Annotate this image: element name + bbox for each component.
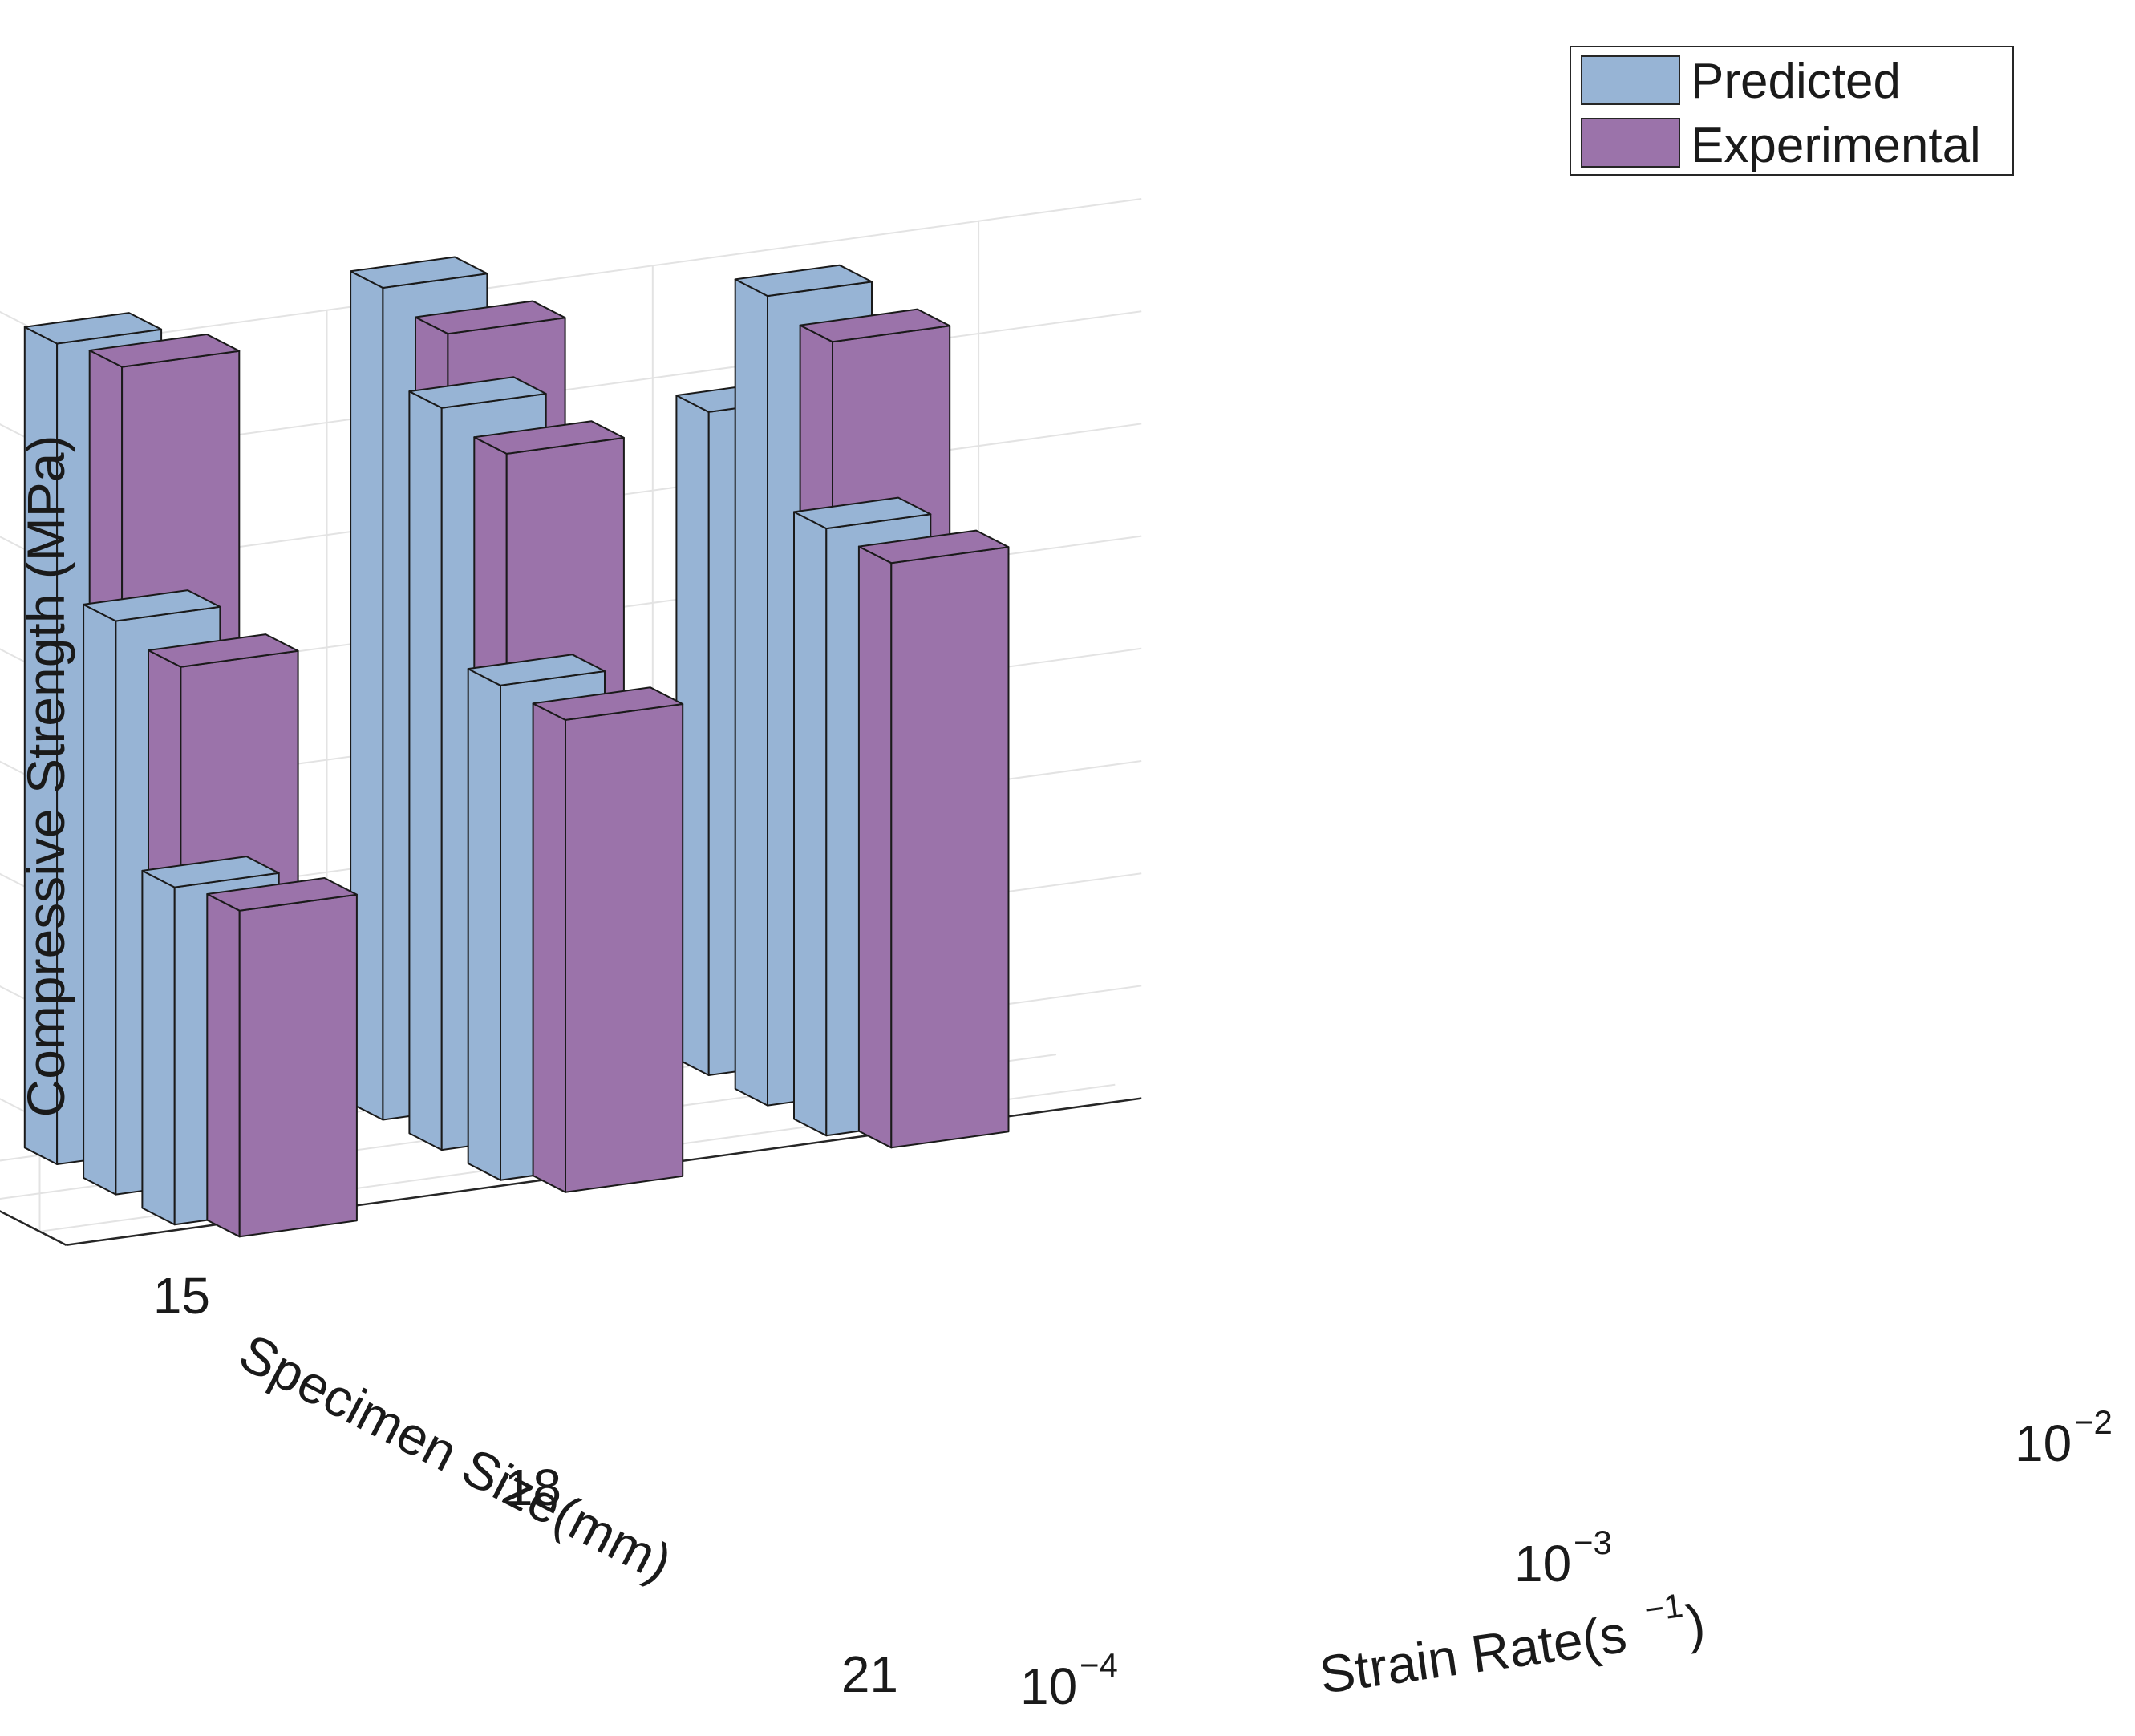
bar-experimental-1-2	[532, 686, 684, 1193]
legend-swatch-experimental	[1581, 118, 1680, 168]
size-tick-label-21: 21	[841, 1645, 898, 1703]
strain-tick-exponent-2: −2	[2074, 1403, 2113, 1441]
bar-experimental-2-2	[857, 529, 1010, 1149]
size-axis-title: Specimen Size(mm)	[230, 1322, 681, 1592]
strain-axis-title-text: Strain Rate(s	[1316, 1604, 1631, 1705]
bar-experimental-2-2-left-face	[857, 545, 893, 1149]
size-axis-line	[0, 1210, 67, 1246]
strain-tick-label-1: 10	[1514, 1535, 1571, 1592]
size-tick-label-18: 18	[504, 1459, 561, 1516]
strain-axis-title: Strain Rate(s −1)	[1316, 1586, 1709, 1705]
bar-experimental-1-2-front-face	[565, 703, 684, 1193]
gridline-size-1	[0, 1054, 1057, 1200]
bar-experimental-0-2-left-face	[206, 893, 241, 1238]
gridline-z-80	[0, 198, 1142, 347]
strain-axis-title-exponent: −1	[1642, 1586, 1685, 1629]
bar-experimental-1-1-top-face	[473, 420, 625, 455]
legend-swatch-predicted	[1581, 55, 1680, 105]
bar-predicted-1-0-top-face	[350, 256, 488, 289]
bar-experimental-0-2-front-face	[238, 893, 358, 1238]
bar-experimental-2-2-front-face	[890, 546, 1010, 1149]
strain-axis-title-close: )	[1683, 1593, 1708, 1654]
bar-experimental-0-0-top-face	[88, 334, 241, 368]
bar-predicted-2-1-left-face	[734, 278, 768, 1107]
legend-label-predicted: Predicted	[1691, 54, 1901, 109]
bar-experimental-1-2-top-face	[532, 686, 684, 721]
bar-experimental-0-1-top-face	[148, 633, 299, 668]
bar-experimental-1-2-left-face	[532, 702, 566, 1193]
bar-predicted-1-2-top-face	[467, 654, 606, 686]
strain-tick-exponent-1: −3	[1574, 1524, 1612, 1561]
bar-predicted-1-1-top-face	[408, 376, 547, 409]
size-tick-label-15: 15	[153, 1267, 210, 1325]
bar-predicted-2-2-top-face	[793, 496, 932, 530]
bar-predicted-0-2-top-face	[141, 856, 280, 888]
bar-experimental-0-2	[206, 877, 358, 1238]
bar-predicted-0-0-top-face	[23, 312, 163, 345]
bar-predicted-1-1-left-face	[408, 390, 443, 1151]
bar-predicted-2-1-top-face	[734, 264, 873, 297]
bar-predicted-0-1-top-face	[83, 589, 221, 622]
legend: Predicted Experimental	[1570, 46, 2014, 176]
strain-tick-label-2: 10	[2015, 1414, 2072, 1472]
bar-predicted-1-2-left-face	[467, 668, 501, 1181]
strain-tick-label-0: 10	[1020, 1657, 1077, 1715]
bar-experimental-1-0-top-face	[415, 300, 566, 335]
z-axis-title: Compressive Strength (MPa)	[16, 435, 75, 1118]
bar-experimental-2-1-top-face	[799, 308, 951, 343]
bar-predicted-2-2-left-face	[793, 511, 828, 1137]
legend-label-experimental: Experimental	[1691, 118, 1981, 173]
bars	[23, 256, 1010, 1238]
bar-predicted-0-1-left-face	[83, 603, 117, 1196]
bar-experimental-2-2-top-face	[857, 529, 1010, 565]
bar-experimental-0-2-top-face	[206, 877, 358, 912]
strain-tick-exponent-0: −4	[1080, 1646, 1118, 1684]
bar-predicted-0-2-left-face	[141, 869, 176, 1226]
